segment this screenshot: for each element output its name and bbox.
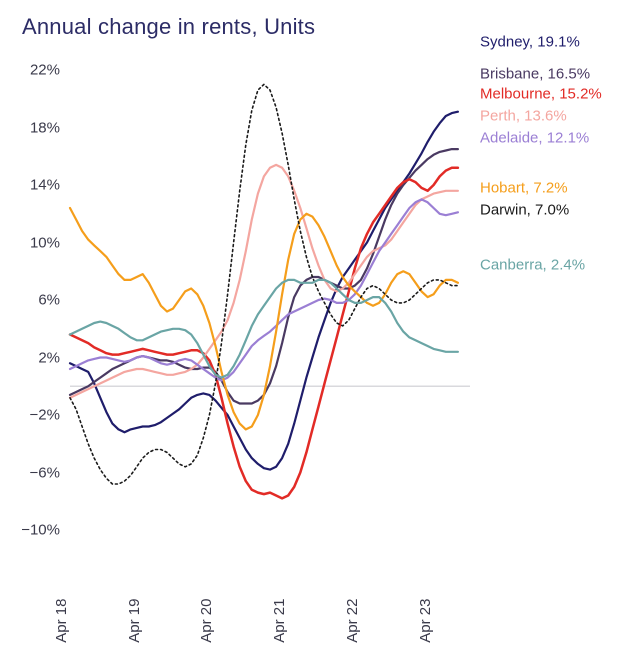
series-label-perth: Perth, 13.6% [480, 108, 567, 125]
y-tick-label: 6% [10, 292, 60, 309]
series-line-perth [70, 165, 458, 398]
x-tick-label: Apr 22 [344, 599, 361, 643]
series-label-darwin: Darwin, 7.0% [480, 202, 569, 219]
series-label-sydney: Sydney, 19.1% [480, 34, 580, 51]
series-label-adelaide: Adelaide, 12.1% [480, 130, 589, 147]
y-tick-label: −10% [10, 522, 60, 539]
y-tick-label: −2% [10, 407, 60, 424]
series-label-brisbane: Brisbane, 16.5% [480, 66, 590, 83]
series-line-sydney [70, 112, 458, 470]
x-tick-label: Apr 21 [271, 599, 288, 643]
y-tick-label: 18% [10, 119, 60, 136]
rent-change-chart: Annual change in rents, Units 22%18%14%1… [0, 0, 640, 656]
y-tick-label: −6% [10, 464, 60, 481]
x-tick-label: Apr 19 [126, 599, 143, 643]
series-line-canberra [70, 280, 458, 378]
y-tick-label: 14% [10, 177, 60, 194]
y-tick-label: 22% [10, 62, 60, 79]
x-tick-label: Apr 18 [53, 599, 70, 643]
series-label-hobart: Hobart, 7.2% [480, 180, 568, 197]
series-line-hobart [70, 208, 458, 429]
y-tick-label: 2% [10, 349, 60, 366]
x-tick-label: Apr 20 [198, 599, 215, 643]
x-tick-label: Apr 23 [417, 599, 434, 643]
series-line-melbourne [70, 168, 458, 499]
series-label-canberra: Canberra, 2.4% [480, 257, 585, 274]
series-label-melbourne: Melbourne, 15.2% [480, 86, 602, 103]
y-tick-label: 10% [10, 234, 60, 251]
series-line-darwin [70, 84, 458, 484]
